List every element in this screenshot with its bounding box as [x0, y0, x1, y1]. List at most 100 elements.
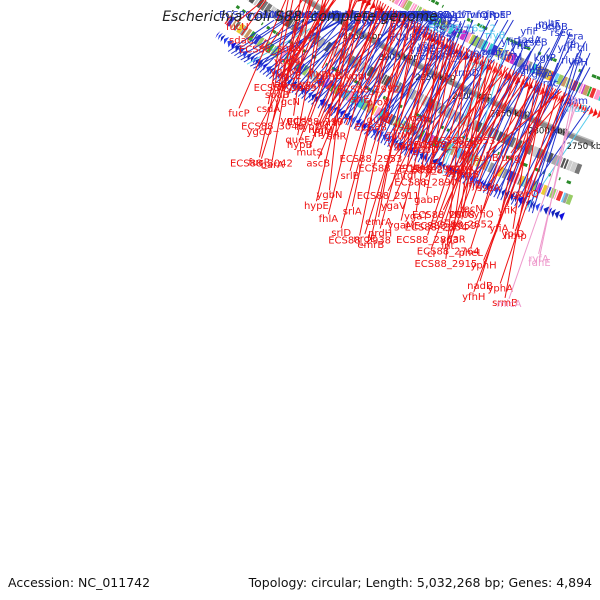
gene-feature: [535, 202, 541, 212]
gene-feature: [241, 9, 247, 14]
gene-feature: [354, 96, 362, 107]
gene-label: gutQ: [367, 115, 392, 126]
gene-feature: [239, 7, 243, 12]
gene-feature: [398, 0, 403, 7]
label-leader-line: [299, 0, 353, 141]
label-leader-line: [237, 19, 303, 59]
gene-label: srmB: [492, 298, 518, 309]
gene-feature: [560, 76, 568, 87]
gene-feature: [267, 6, 276, 16]
label-leader-line: [531, 49, 583, 214]
gene-feature: [413, 148, 419, 157]
gene-label: hypB: [287, 140, 313, 151]
gene-feature: [530, 146, 540, 158]
gene-feature: [514, 76, 521, 85]
gene-feature: [445, 163, 450, 172]
gene-label: ECS88_2859: [414, 221, 477, 232]
gene-label: gabP: [414, 195, 439, 206]
gene-label: stpA: [406, 10, 428, 21]
gene-label: ECS88_2853: [433, 136, 496, 147]
gene-label: ygcO: [247, 127, 273, 138]
gene-label: ECS88_2836: [414, 140, 477, 151]
gene-label: srlE: [351, 95, 369, 106]
label-leader-line: [431, 61, 525, 170]
gene-label: suhB: [474, 153, 499, 164]
gene-feature: [380, 94, 384, 98]
label-leader-line: [328, 5, 390, 119]
label-leader-line: [349, 10, 398, 172]
gene-feature: [586, 72, 590, 76]
gene-feature: [387, 98, 391, 102]
gene-feature: [430, 135, 436, 146]
gene-label: sdaC: [229, 35, 254, 46]
gene-label: sdaB: [265, 90, 290, 101]
gene-label: smpB: [451, 169, 479, 180]
gene-feature: [319, 38, 327, 49]
gene-feature: [558, 177, 561, 181]
gene-feature: [409, 89, 417, 100]
label-leader-line: [272, 0, 302, 122]
gene-label: ygaT: [404, 212, 429, 223]
gene-feature: [418, 94, 425, 104]
gene-label: ECS88_3009: [254, 83, 317, 94]
label-leader-line: [227, 19, 275, 52]
gene-label: nlpD: [374, 12, 397, 23]
gene-label: srlA: [343, 206, 362, 217]
gene-feature: [571, 181, 575, 186]
label-leader-line: [455, 36, 541, 181]
gene-label: yfiD: [501, 37, 521, 48]
gene-feature: [475, 58, 480, 67]
label-leader-line: [276, 0, 307, 90]
gene-label: luxS: [395, 10, 416, 21]
label-leader-line: [385, 17, 411, 123]
label-leader-line: [333, 19, 419, 119]
gene-label: ygaV: [381, 201, 406, 212]
gene-label: hypD: [296, 122, 323, 133]
gene-feature: [356, 97, 366, 109]
genome-stats-text: Topology: circular; Length: 5,032,268 bp…: [248, 575, 592, 590]
label-leader-line: [475, 44, 544, 190]
gene-feature: [495, 150, 498, 155]
gene-feature: [472, 20, 478, 26]
gene-label: ECS88_2889: [375, 10, 438, 21]
gene-label: ECS88_2764: [417, 247, 480, 258]
gene-label: fucU: [226, 22, 249, 33]
gene-feature: [551, 208, 556, 218]
gene-feature: [559, 212, 565, 221]
gene-label: nrdE: [353, 234, 376, 245]
gene-feature: [414, 112, 420, 117]
label-leader-line: [367, 16, 408, 85]
gene-feature: [432, 16, 440, 26]
label-leader-line: [427, 57, 487, 236]
gene-label: ygbI: [312, 126, 334, 137]
gene-feature: [518, 42, 523, 47]
gene-label: cl: [427, 249, 435, 260]
label-leader-line: [370, 27, 460, 139]
label-leader-line: [318, 0, 366, 118]
label-leader-line: [367, 19, 452, 137]
gene-feature: [441, 4, 445, 8]
gene-feature: [463, 31, 472, 43]
label-leader-line: [508, 97, 580, 299]
gene-feature: [275, 31, 279, 35]
label-leader-line: [514, 67, 591, 207]
gene-feature: [288, 78, 293, 87]
label-leader-line: [445, 67, 509, 141]
gene-feature: [250, 54, 256, 63]
label-leader-line: [297, 0, 324, 136]
gene-feature: [565, 63, 570, 68]
gene-feature: [452, 10, 458, 15]
label-leader-line: [406, 32, 438, 143]
gene-label: hypC: [309, 68, 335, 79]
gene-label: gshA: [387, 10, 412, 21]
gene-feature: [460, 50, 465, 59]
gene-feature: [358, 62, 366, 72]
gene-feature: [257, 20, 262, 25]
label-leader-line: [459, 76, 529, 168]
gene-feature: [410, 4, 418, 14]
gene-feature: [224, 15, 232, 25]
gene-label: gutM: [385, 131, 410, 142]
gene-label: fucA: [289, 10, 311, 21]
gene-feature: [466, 17, 471, 22]
gene-feature: [548, 56, 551, 60]
